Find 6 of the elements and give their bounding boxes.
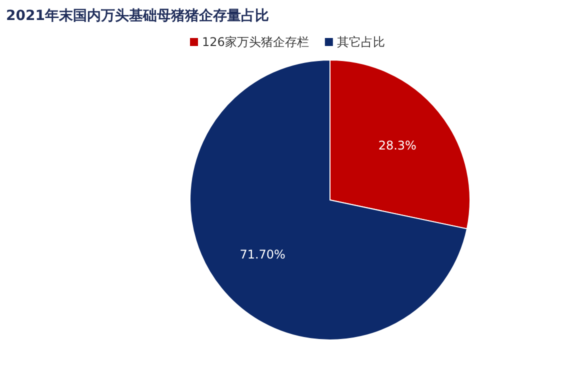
pie-slice xyxy=(190,60,468,340)
chart-title: 2021年末国内万头基础母猪猪企存量占比 xyxy=(6,8,269,24)
legend-label: 126家万头猪企存栏 xyxy=(202,35,309,49)
data-label: 71.70% xyxy=(240,248,286,262)
legend-label: 其它占比 xyxy=(336,35,385,49)
data-label: 28.3% xyxy=(378,138,416,152)
